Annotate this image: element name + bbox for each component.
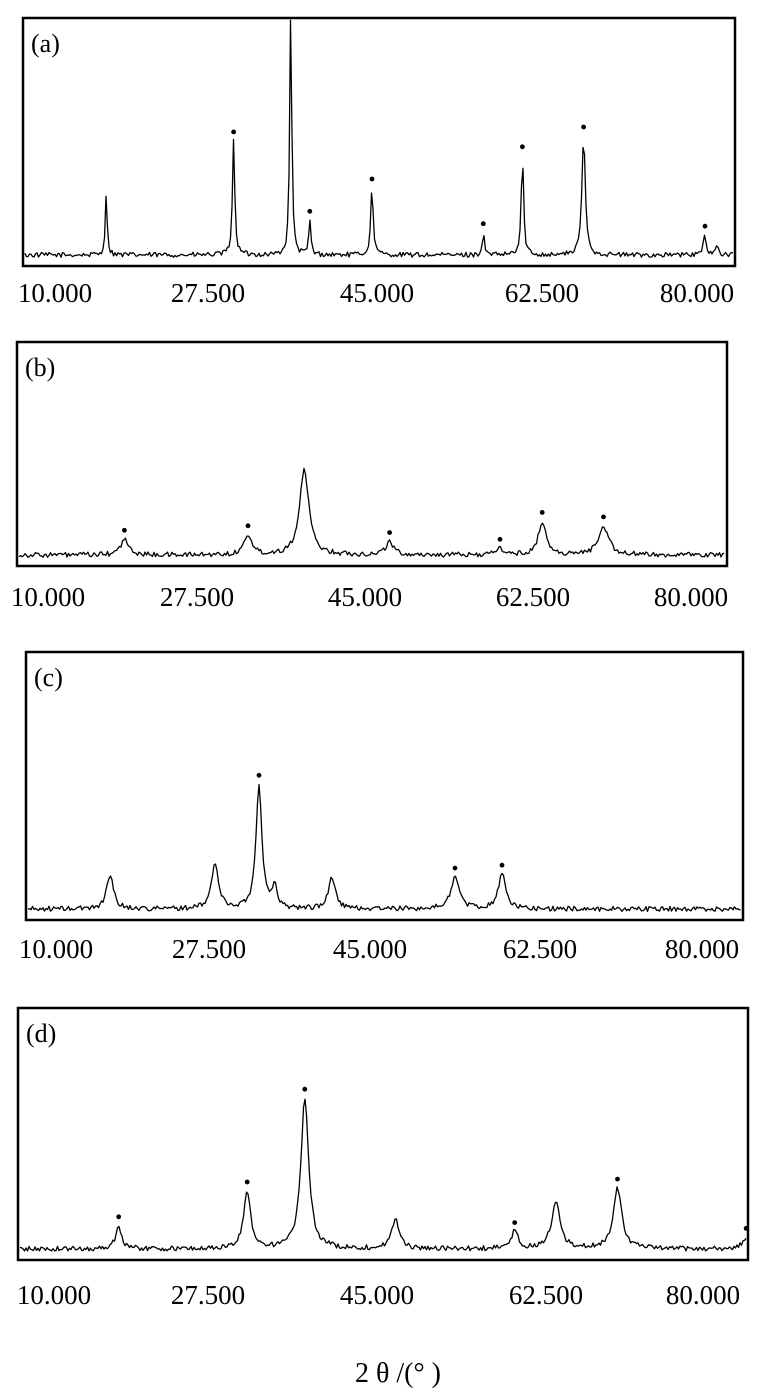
panel-b-frame <box>15 340 729 568</box>
panel-c-tick-label: 80.000 <box>665 934 739 964</box>
panel-d-peak-marker <box>244 1179 250 1185</box>
panel-d-peak-marker <box>512 1220 518 1225</box>
panel-c-tick-label: 62.500 <box>503 934 577 964</box>
panel-b-tick-label: 80.000 <box>654 582 728 612</box>
panel-d-peak-marker <box>615 1176 620 1182</box>
panel-d-peak-marker <box>302 1086 308 1092</box>
panel-b-peak-marker <box>497 536 503 542</box>
panel-c-tick-label: 27.500 <box>172 934 246 964</box>
panel-a-tick-label: 27.500 <box>171 278 245 308</box>
panel-d-tick-label: 62.500 <box>509 1280 583 1310</box>
panel-a-tick-label: 62.500 <box>505 278 579 308</box>
panel-a-peak-marker <box>480 221 486 227</box>
panel-a-peak-marker <box>520 144 525 150</box>
panels: (a) 10.000 27.500 45.000 62.500 80.000 (b) 10.0… <box>11 16 750 1310</box>
panel-b: (b) 10.000 27.500 45.000 62.500 80.000 <box>11 340 729 612</box>
panel-b-peak-marker <box>601 514 606 520</box>
panel-b-diffraction-trace <box>18 467 725 558</box>
panel-c-tick-label: 45.000 <box>333 934 407 964</box>
panel-a-tick-label: 80.000 <box>660 278 734 308</box>
panel-c-label: (c) <box>34 663 63 692</box>
panel-d-peak-marker <box>743 1226 749 1231</box>
panel-c-peak-marker <box>256 772 262 778</box>
panel-b-tick-label: 45.000 <box>328 582 402 612</box>
panel-d-tick-label: 45.000 <box>340 1280 414 1310</box>
panel-b-peak-marker <box>245 523 251 529</box>
panel-a-diffraction-trace <box>24 19 734 258</box>
panel-a-peak-marker <box>231 129 237 135</box>
panel-b-tick-label: 27.500 <box>160 582 234 612</box>
panel-b-tick-label: 62.500 <box>496 582 570 612</box>
panel-c-peak-marker <box>499 862 505 868</box>
panel-d-tick-label: 10.000 <box>17 1280 91 1310</box>
panel-d-tick-label: 80.000 <box>666 1280 740 1310</box>
panel-d-tick-label: 27.500 <box>171 1280 245 1310</box>
panel-a-label: (a) <box>31 29 60 58</box>
panel-c-frame <box>24 650 745 922</box>
panel-c-diffraction-trace <box>27 783 741 913</box>
panel-c-tick-label: 10.000 <box>19 934 93 964</box>
panel-b-label: (b) <box>25 353 55 382</box>
panel-b-peak-marker <box>122 527 127 533</box>
panel-d: (d) 10.000 27.500 45.000 62.500 80.000 <box>16 1006 750 1310</box>
panel-a-peak-marker <box>702 223 708 229</box>
panel-b-tick-label: 10.000 <box>11 582 85 612</box>
panel-d-label: (d) <box>26 1019 56 1048</box>
panel-a-peak-marker <box>581 124 586 130</box>
panel-d-diffraction-trace <box>19 1098 747 1252</box>
panel-a-peak-marker <box>369 176 375 182</box>
panel-c-peak-marker <box>452 865 458 871</box>
panel-a-peak-marker <box>307 208 313 214</box>
panel-a-tick-label: 45.000 <box>340 278 414 308</box>
panel-a-tick-label: 10.000 <box>18 278 92 308</box>
panel-b-peak-marker <box>539 510 545 515</box>
panel-a-frame <box>21 16 737 268</box>
panel-d-frame <box>16 1006 750 1262</box>
x-axis-label: 2 θ /(° ) <box>355 1358 441 1389</box>
panel-c: (c) 10.000 27.500 45.000 62.500 80.000 <box>19 650 745 964</box>
panel-a: (a) 10.000 27.500 45.000 62.500 80.000 <box>18 16 737 308</box>
panel-b-peak-marker <box>387 530 392 535</box>
panel-d-peak-marker <box>116 1214 122 1220</box>
